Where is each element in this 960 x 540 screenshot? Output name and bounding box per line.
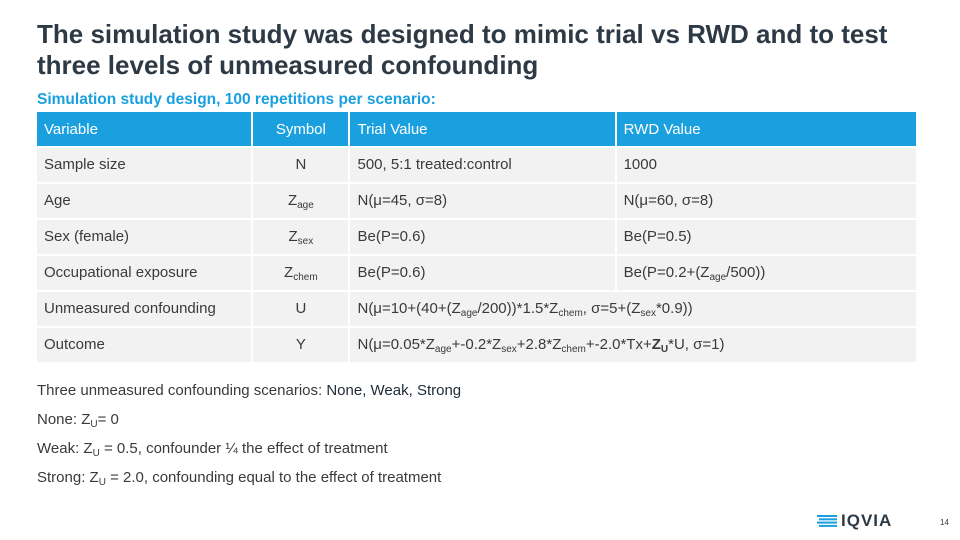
cell-rwd-value: 1000 (614, 148, 916, 182)
trial-value-part: age (460, 308, 478, 319)
trial-value-part: +-2.0*Tx+ (585, 336, 652, 353)
trial-value-part: 500, 5:1 treated:control (357, 156, 512, 173)
design-table: Variable Symbol Trial Value RWD Value Sa… (37, 110, 916, 364)
scenario-weak-sub: U (92, 448, 100, 459)
cell-symbol: Y (251, 328, 349, 362)
iqvia-logo: IQVIA (817, 512, 892, 529)
table-row: Occupational exposure Zchem Be(P=0.6) Be(P=… (37, 256, 916, 290)
scenario-strong-prefix: Strong: Z (37, 469, 99, 486)
symbol-base: N (295, 156, 307, 173)
rwd-value-part: 1000 (623, 156, 657, 173)
rwd-value-part: N(μ=60, σ=8) (623, 192, 714, 209)
symbol-sub: chem (293, 272, 318, 283)
cell-symbol: Zage (251, 184, 349, 218)
slide-subtitle: Simulation study design, 100 repetitions… (37, 91, 436, 108)
scenario-notes: Three unmeasured confounding scenarios: … (37, 381, 461, 497)
rwd-value-part: age (709, 272, 727, 283)
cell-trial-value: 500, 5:1 treated:control (348, 148, 615, 182)
trial-value-part: *U, σ=1) (668, 336, 725, 353)
page-number: 14 (940, 518, 949, 527)
cell-symbol: Zsex (251, 220, 349, 254)
logo-stripes-icon (817, 514, 837, 527)
trial-value-part: , σ=5+(Z (582, 300, 641, 317)
trial-value-part: Z (651, 336, 661, 353)
logo-text: IQVIA (841, 511, 893, 530)
cell-variable: Sex (female) (37, 220, 252, 254)
scenario-strong-sub: U (98, 477, 106, 488)
rwd-value-part: Be(P=0.5) (623, 228, 692, 245)
trial-value-part: N(μ=10+(40+(Z (357, 300, 461, 317)
symbol-base: Z (288, 228, 298, 245)
trial-value-part: U (660, 344, 669, 355)
cell-symbol: Zchem (251, 256, 349, 290)
trial-value-part: +-0.2*Z (451, 336, 502, 353)
trial-value-part: N(μ=45, σ=8) (357, 192, 448, 209)
cell-rwd-value: Be(P=0.2+(Zage/500)) (614, 256, 916, 290)
scenario-intro-values: None, Weak, Strong (326, 382, 462, 399)
table-row: Age Zage N(μ=45, σ=8) N(μ=60, σ=8) (37, 184, 916, 218)
cell-variable: Sample size (37, 148, 252, 182)
scenario-none-prefix: None: Z (37, 411, 91, 428)
trial-value-part: +2.8*Z (516, 336, 562, 353)
cell-variable: Occupational exposure (37, 256, 252, 290)
trial-value-part: *0.9)) (655, 300, 693, 317)
trial-value-part: chem (558, 308, 583, 319)
cell-symbol: N (251, 148, 349, 182)
table-header-row: Variable Symbol Trial Value RWD Value (37, 112, 916, 146)
scenario-intro-prefix: Three unmeasured confounding scenarios: (37, 382, 327, 399)
symbol-base: Y (295, 336, 306, 353)
symbol-base: Z (284, 264, 294, 281)
trial-value-part: Be(P=0.6) (357, 228, 426, 245)
symbol-sub: age (297, 200, 314, 211)
cell-variable: Age (37, 184, 252, 218)
symbol-sub: sex (297, 236, 314, 247)
cell-trial-value: N(μ=0.05*Zage+-0.2*Zsex+2.8*Zchem+-2.0*T… (348, 328, 916, 362)
table-row: Unmeasured confounding U N(μ=10+(40+(Zage/… (37, 292, 916, 326)
table-row: Sex (female) Zsex Be(P=0.6) Be(P=0.5) (37, 220, 916, 254)
scenario-strong-rest: = 2.0, confounding equal to the effect o… (105, 469, 442, 486)
header-rwd-value: RWD Value (614, 112, 916, 146)
header-variable: Variable (37, 112, 252, 146)
trial-value-part: chem (561, 344, 586, 355)
symbol-base: U (295, 300, 307, 317)
cell-symbol: U (251, 292, 349, 326)
table-row: Outcome Y N(μ=0.05*Zage+-0.2*Zsex+2.8*Zche… (37, 328, 916, 362)
rwd-value-part: /500)) (726, 264, 766, 281)
scenario-none-rest: = 0 (97, 411, 119, 428)
table-row: Sample size N 500, 5:1 treated:control 1000 (37, 148, 916, 182)
scenario-none: None: ZU= 0 (37, 410, 461, 439)
scenario-weak-rest: = 0.5, confounder ¼ the effect of treatm… (99, 440, 388, 457)
trial-value-part: /200))*1.5*Z (477, 300, 559, 317)
trial-value-part: sex (501, 344, 517, 355)
scenario-weak: Weak: ZU = 0.5, confounder ¼ the effect … (37, 439, 461, 468)
trial-value-part: age (434, 344, 452, 355)
trial-value-part: sex (640, 308, 656, 319)
slide-title: The simulation study was designed to mim… (37, 19, 888, 80)
table-body: Sample size N 500, 5:1 treated:control 1000… (37, 148, 916, 362)
cell-rwd-value: Be(P=0.5) (614, 220, 916, 254)
trial-value-part: N(μ=0.05*Z (357, 336, 435, 353)
trial-value-part: Be(P=0.6) (357, 264, 426, 281)
cell-trial-value: Be(P=0.6) (348, 220, 615, 254)
cell-variable: Outcome (37, 328, 252, 362)
scenario-intro: Three unmeasured confounding scenarios: … (37, 381, 461, 410)
scenario-strong: Strong: ZU = 2.0, confounding equal to t… (37, 468, 461, 497)
cell-variable: Unmeasured confounding (37, 292, 252, 326)
scenario-weak-prefix: Weak: Z (37, 440, 93, 457)
symbol-base: Z (287, 192, 298, 209)
cell-rwd-value: N(μ=60, σ=8) (614, 184, 916, 218)
rwd-value-part: Be(P=0.2+(Z (623, 264, 710, 281)
scenario-none-sub: U (90, 419, 98, 430)
header-trial-value: Trial Value (348, 112, 615, 146)
cell-trial-value: Be(P=0.6) (348, 256, 615, 290)
cell-trial-value: N(μ=45, σ=8) (348, 184, 615, 218)
cell-trial-value: N(μ=10+(40+(Zage/200))*1.5*Zchem, σ=5+(Z… (348, 292, 916, 326)
header-symbol: Symbol (251, 112, 349, 146)
